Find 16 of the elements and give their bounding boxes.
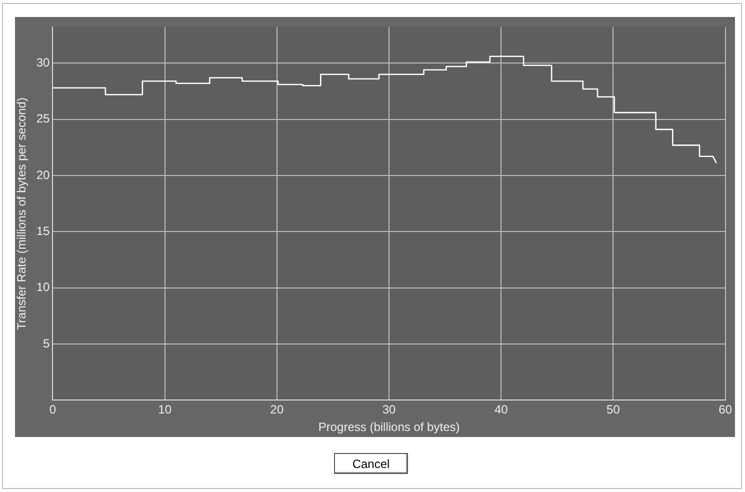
y-tick-label: 10 (36, 280, 50, 294)
y-axis-title: Transfer Rate (millions of bytes per second) (14, 98, 29, 330)
x-tick-label: 30 (382, 402, 396, 417)
y-tick-label: 15 (36, 224, 50, 238)
text: Cancel (334, 453, 408, 474)
x-tick-label: 20 (270, 402, 284, 417)
x-tick-label: 50 (606, 402, 620, 417)
x-tick-label: 0 (49, 402, 56, 417)
x-axis-title: Progress (billions of bytes) (318, 420, 460, 434)
y-tick-label: 5 (43, 336, 50, 350)
x-tick-label: 40 (494, 402, 508, 417)
y-tick-label: 25 (36, 112, 50, 126)
y-tick-label: 20 (36, 168, 50, 182)
x-tick-label: 10 (158, 402, 172, 417)
y-tick-label: 30 (36, 55, 50, 70)
x-tick-label: 60 (718, 402, 732, 417)
